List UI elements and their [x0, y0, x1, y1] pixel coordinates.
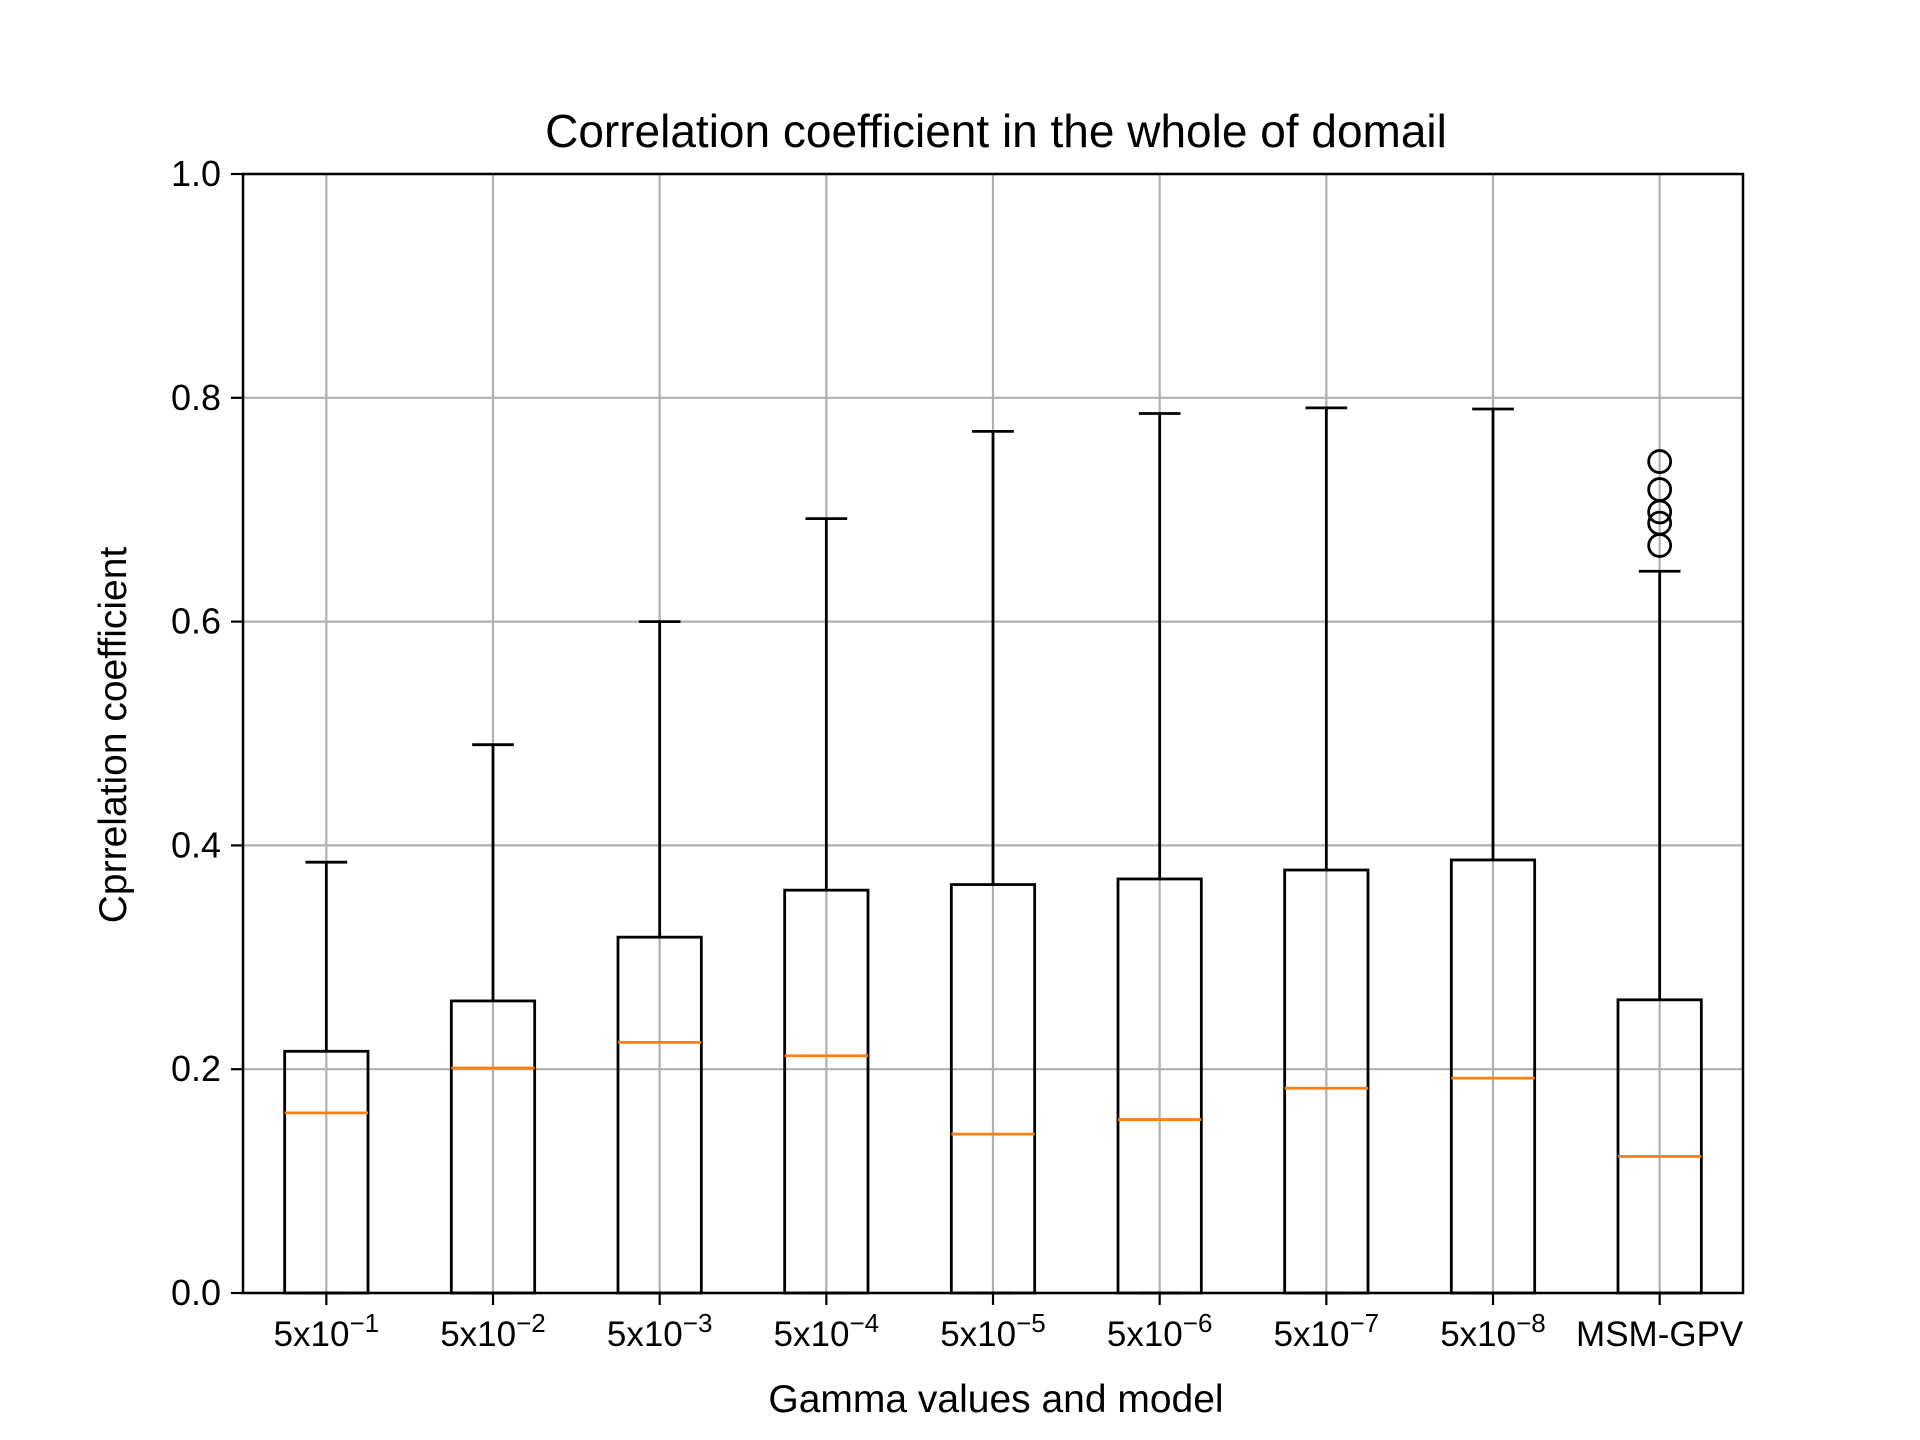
ticks: 0.0 0.2 0.4 0.6 0.8 1.0 5x10−1 5x10−2 5x10−3 5x10…	[171, 153, 1744, 1354]
x-tick-label: 5x10−4	[774, 1308, 880, 1354]
y-tick-label: 0.2	[171, 1048, 221, 1089]
x-tick-label: 5x10−2	[440, 1308, 546, 1354]
x-tick-label: 5x10−1	[274, 1308, 380, 1354]
x-tick-label: 5x10−6	[1107, 1308, 1213, 1354]
flier-point	[1647, 449, 1673, 474]
x-tick-label: 5x10−5	[940, 1308, 1046, 1354]
flier-point	[1647, 533, 1673, 558]
chart-title: Correlation coefficient in the whole of …	[545, 105, 1447, 157]
y-tick-label: 0.0	[171, 1272, 221, 1313]
x-axis-label: Gamma values and model	[768, 1378, 1223, 1421]
y-tick-label: 0.4	[171, 824, 221, 865]
y-tick-label: 0.8	[171, 377, 221, 418]
x-tick-label: 5x10−3	[607, 1308, 713, 1354]
y-tick-label: 0.6	[171, 601, 221, 642]
flier-point	[1647, 499, 1673, 525]
y-axis-label: Cprrelation coefficient	[92, 547, 135, 924]
y-tick-label: 1.0	[171, 153, 221, 194]
x-tick-label: 5x10−7	[1274, 1308, 1380, 1354]
x-tick-label: 5x10−8	[1440, 1308, 1546, 1354]
x-tick-label: MSM-GPV	[1576, 1315, 1744, 1354]
